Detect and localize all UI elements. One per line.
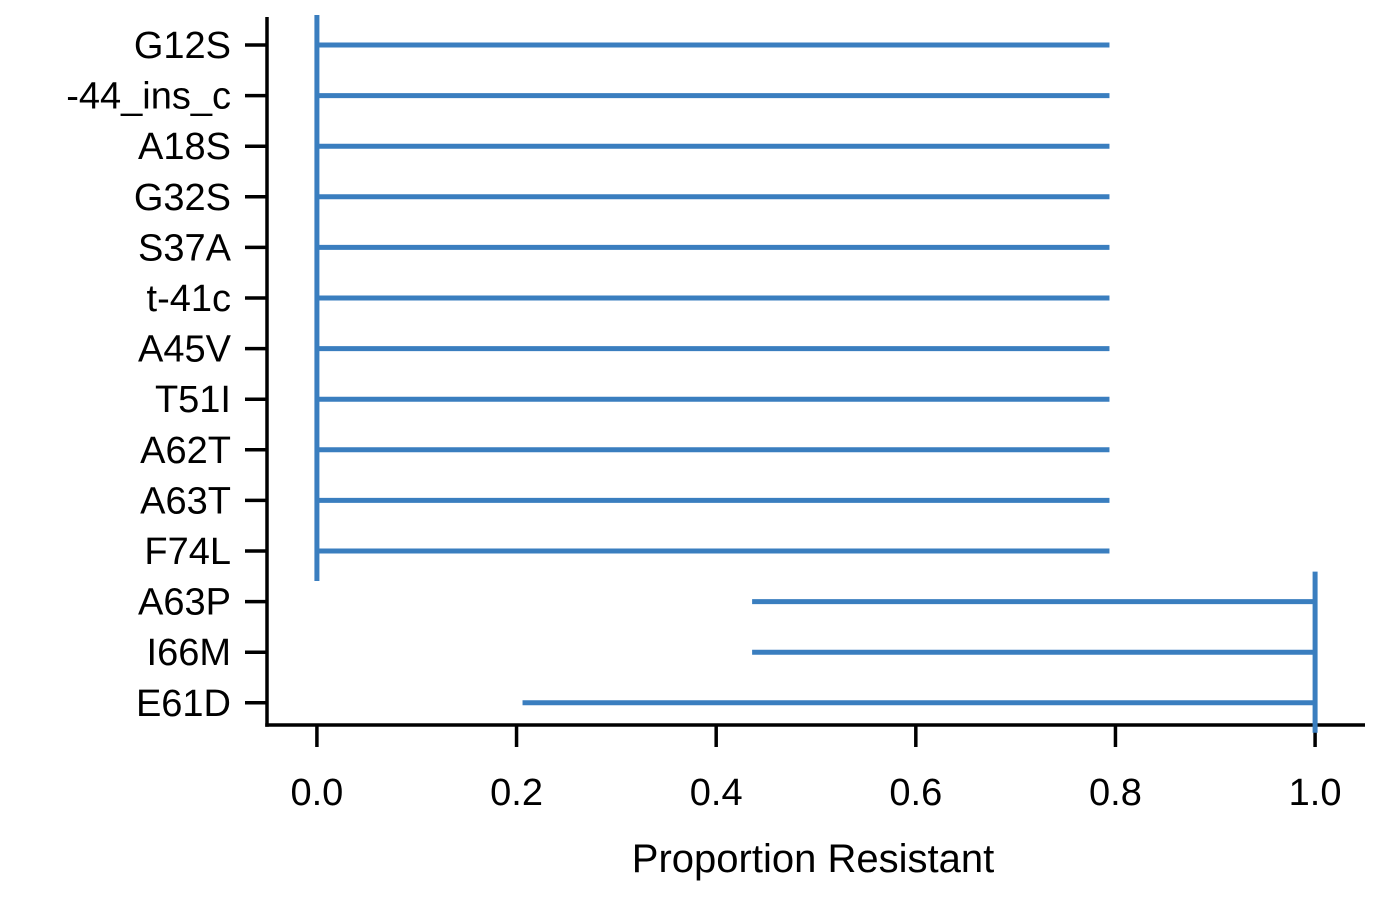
y-tick-label-G32S: G32S <box>134 177 231 219</box>
axes-group <box>245 17 1365 747</box>
y-tick-label-G12S: G12S <box>134 25 231 67</box>
x-tick-label-0.6: 0.6 <box>889 772 942 814</box>
y-tick-label-t-41c: t-41c <box>147 278 231 320</box>
x-tick-label-0.8: 0.8 <box>1089 772 1142 814</box>
y-tick-label-T51I: T51I <box>155 379 231 421</box>
x-tick-label-0.2: 0.2 <box>490 772 543 814</box>
y-tick-label-A63T: A63T <box>140 480 231 522</box>
y-tick-label-A62T: A62T <box>140 430 231 472</box>
marks-group <box>314 15 1318 733</box>
y-tick-label--44_ins_c: -44_ins_c <box>66 76 231 118</box>
y-tick-label-A45V: A45V <box>138 329 232 371</box>
y-tick-label-E61D: E61D <box>136 683 231 725</box>
y-tick-label-I66M: I66M <box>147 632 231 674</box>
y-tick-label-A63P: A63P <box>138 582 231 624</box>
labels-group: G12S -44_ins_c A18S G32S S37A t-41c A45V T51I A6… <box>66 25 1341 881</box>
x-tick-label-0.0: 0.0 <box>290 772 343 814</box>
x-tick-label-1.0: 1.0 <box>1289 772 1342 814</box>
y-tick-label-A18S: A18S <box>138 126 231 168</box>
x-axis-title: Proportion Resistant <box>632 837 994 881</box>
y-tick-label-S37A: S37A <box>138 227 232 269</box>
x-tick-label-0.4: 0.4 <box>690 772 743 814</box>
y-tick-label-F74L: F74L <box>144 531 231 573</box>
